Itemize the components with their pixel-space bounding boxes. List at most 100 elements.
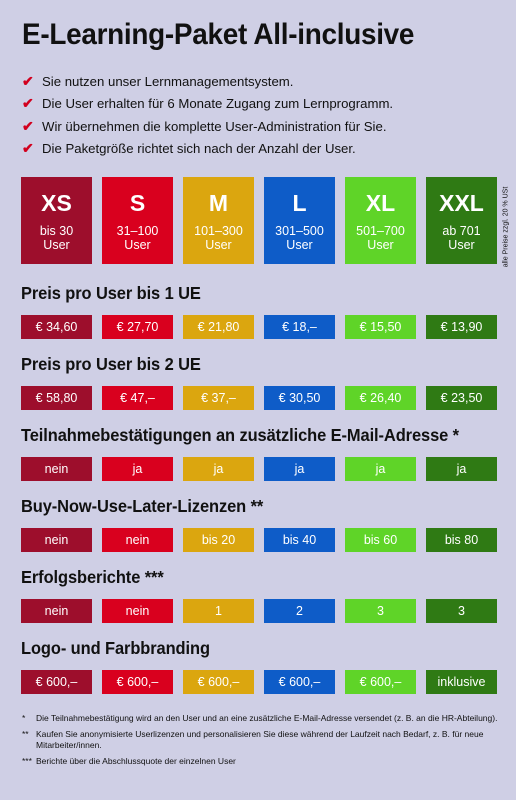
value-cell: € 15,50 [345, 315, 416, 339]
package-unit: User [448, 238, 475, 252]
feature-text: Die User erhalten für 6 Monate Zugang zu… [42, 96, 394, 112]
footnote-mark: *** [22, 756, 32, 766]
package-range: 301–500 [275, 224, 324, 238]
value-cell: € 58,80 [21, 386, 92, 410]
section-title: Preis pro User bis 2 UE [21, 354, 201, 374]
package-unit: User [205, 238, 232, 252]
value-cell: nein [21, 457, 92, 481]
footnote: ** Kaufen Sie anonymisierte Userlizenzen… [22, 729, 516, 751]
package-l: L 301–500 User [264, 177, 335, 264]
value-cell: € 27,70 [102, 315, 173, 339]
footnote-mark: ** [22, 729, 29, 739]
value-cell: bis 40 [264, 528, 335, 552]
footnote-mark: * [22, 713, 26, 723]
package-unit: User [367, 238, 394, 252]
feature-text: Sie nutzen unser Lernmanagementsystem. [42, 73, 294, 89]
package-name: M [208, 190, 229, 216]
package-unit: User [286, 238, 313, 252]
value-cell: nein [21, 528, 92, 552]
package-name: S [129, 190, 146, 216]
value-cell: € 600,– [183, 670, 254, 694]
package-s: S 31–100 User [102, 177, 173, 264]
value-cell: inklusive [426, 670, 497, 694]
value-cell: nein [102, 528, 173, 552]
value-cell: 2 [264, 599, 335, 623]
section-price-1-ue: Preis pro User bis 1 UE € 34,60 € 27,70 … [21, 283, 507, 339]
value-row: € 34,60 € 27,70 € 21,80 € 18,– € 15,50 €… [21, 315, 507, 339]
package-name: XL [365, 190, 396, 216]
value-cell: € 600,– [21, 670, 92, 694]
value-cell: € 13,90 [426, 315, 497, 339]
section-title: Erfolgsberichte *** [21, 567, 164, 587]
package-unit: User [43, 238, 70, 252]
feature-item: ✔ Wir übernehmen die komplette User-Admin… [22, 115, 393, 138]
value-row: € 600,– € 600,– € 600,– € 600,– € 600,– … [21, 670, 507, 694]
footnote: * Die Teilnahmebestätigung wird an den U… [22, 713, 516, 724]
package-xs: XS bis 30 User [21, 177, 92, 264]
section-licenses: Buy-Now-Use-Later-Lizenzen ** nein nein … [21, 496, 507, 552]
value-cell: € 30,50 [264, 386, 335, 410]
section-certificates: Teilnahmebestätigungen an zusätzliche E-… [21, 425, 507, 481]
package-m: M 101–300 User [183, 177, 254, 264]
value-cell: € 34,60 [21, 315, 92, 339]
feature-item: ✔ Die Paketgröße richtet sich nach der An… [22, 138, 393, 161]
package-name: XS [41, 190, 72, 216]
value-cell: nein [21, 599, 92, 623]
value-cell: 3 [345, 599, 416, 623]
value-cell: € 600,– [102, 670, 173, 694]
package-unit: User [124, 238, 151, 252]
vat-note: alle Preise zzgl. 20 % USt [502, 186, 510, 268]
value-row: € 58,80 € 47,– € 37,– € 30,50 € 26,40 € … [21, 386, 507, 410]
value-cell: nein [102, 599, 173, 623]
page-title: E-Learning-Paket All-inclusive [22, 18, 415, 51]
checkmark-icon: ✔ [22, 72, 34, 89]
footnote: *** Berichte über die Abschlussquote der… [22, 756, 516, 767]
value-row: nein nein bis 20 bis 40 bis 60 bis 80 [21, 528, 507, 552]
footnote-text: Die Teilnahmebestätigung wird an den Use… [36, 713, 498, 723]
value-cell: 3 [426, 599, 497, 623]
section-branding: Logo- und Farbbranding € 600,– € 600,– €… [21, 638, 507, 694]
footnotes: * Die Teilnahmebestätigung wird an den U… [22, 713, 516, 772]
value-cell: ja [426, 457, 497, 481]
value-cell: € 600,– [264, 670, 335, 694]
value-cell: ja [345, 457, 416, 481]
package-range: ab 701 [442, 224, 481, 238]
package-range: 101–300 [194, 224, 243, 238]
feature-text: Die Paketgröße richtet sich nach der Anz… [42, 141, 356, 157]
package-range: 31–100 [116, 224, 159, 238]
value-cell: bis 80 [426, 528, 497, 552]
feature-list: ✔ Sie nutzen unser Lernmanagementsystem. … [22, 70, 393, 160]
package-xl: XL 501–700 User [345, 177, 416, 264]
package-range: bis 30 [39, 224, 74, 238]
package-name: XXL [439, 190, 484, 216]
value-cell: € 37,– [183, 386, 254, 410]
value-cell: bis 60 [345, 528, 416, 552]
checkmark-icon: ✔ [22, 95, 34, 112]
footnote-text: Kaufen Sie anonymisierte Userlizenzen un… [36, 729, 484, 750]
feature-item: ✔ Sie nutzen unser Lernmanagementsystem. [22, 70, 393, 93]
section-title: Teilnahmebestätigungen an zusätzliche E-… [21, 425, 459, 445]
value-row: nein ja ja ja ja ja [21, 457, 507, 481]
package-range: 501–700 [356, 224, 405, 238]
value-cell: ja [102, 457, 173, 481]
value-row: nein nein 1 2 3 3 [21, 599, 507, 623]
package-xxl: XXL ab 701 User [426, 177, 497, 264]
feature-item: ✔ Die User erhalten für 6 Monate Zugang z… [22, 93, 393, 116]
checkmark-icon: ✔ [22, 140, 34, 157]
value-cell: € 21,80 [183, 315, 254, 339]
value-cell: € 47,– [102, 386, 173, 410]
value-cell: € 18,– [264, 315, 335, 339]
section-price-2-ue: Preis pro User bis 2 UE € 58,80 € 47,– €… [21, 354, 507, 410]
value-cell: bis 20 [183, 528, 254, 552]
value-cell: € 26,40 [345, 386, 416, 410]
value-cell: € 23,50 [426, 386, 497, 410]
value-cell: € 600,– [345, 670, 416, 694]
checkmark-icon: ✔ [22, 117, 34, 134]
section-title: Preis pro User bis 1 UE [21, 283, 201, 303]
value-cell: ja [264, 457, 335, 481]
package-name: L [292, 190, 307, 216]
value-cell: ja [183, 457, 254, 481]
footnote-text: Berichte über die Abschlussquote der ein… [36, 756, 236, 766]
section-reports: Erfolgsberichte *** nein nein 1 2 3 3 [21, 567, 507, 623]
feature-text: Wir übernehmen die komplette User-Admini… [42, 118, 387, 134]
